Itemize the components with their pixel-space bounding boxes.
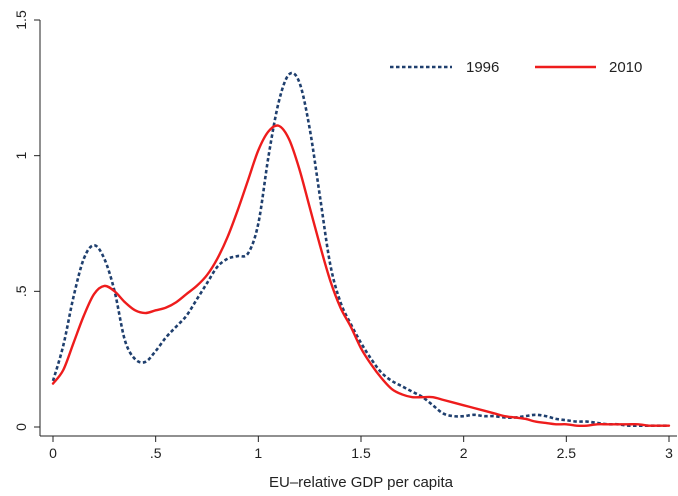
legend: 1996 2010 <box>390 59 642 76</box>
y-tick-label: 0 <box>13 423 29 431</box>
series-lines <box>53 73 669 426</box>
x-tick-label: 2 <box>460 445 468 461</box>
x-axis-title: EU–relative GDP per capita <box>269 474 454 491</box>
axes: 0 .5 1 1.5 2 2.5 3 0 .5 1 1.5 <box>13 10 677 461</box>
legend-label-2010: 2010 <box>609 59 642 76</box>
legend-label-1996: 1996 <box>466 59 499 76</box>
x-tick-label: 0 <box>49 445 57 461</box>
series-line-1996 <box>53 73 669 426</box>
y-tick-label: 1 <box>13 152 29 160</box>
x-tick-label: 3 <box>665 445 673 461</box>
x-tick-label: 1.5 <box>351 445 371 461</box>
x-tick-label: 2.5 <box>557 445 577 461</box>
x-tick-label: .5 <box>150 445 162 461</box>
y-tick-label: .5 <box>13 285 29 297</box>
series-line-2010 <box>53 125 669 425</box>
y-tick-label: 1.5 <box>13 10 29 30</box>
x-tick-label: 1 <box>254 445 262 461</box>
